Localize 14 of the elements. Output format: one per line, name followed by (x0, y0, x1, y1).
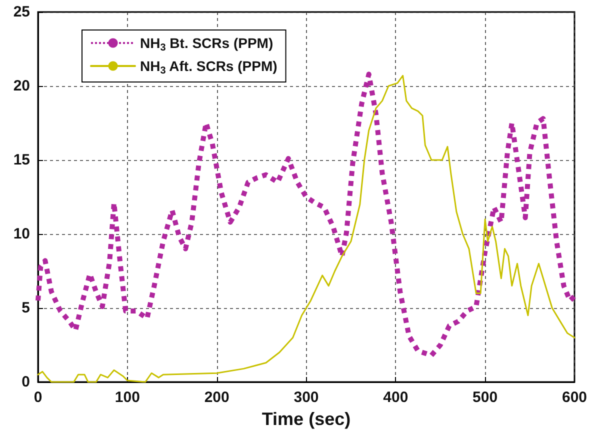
y-tick-label: 5 (22, 300, 30, 316)
x-tick-label: 500 (472, 389, 498, 406)
y-tick-label: 25 (13, 4, 30, 20)
x-tick-label: 400 (383, 389, 408, 406)
x-axis-title: Time (sec) (262, 409, 351, 429)
y-tick-label: 0 (22, 374, 30, 390)
y-tick-label: 15 (13, 152, 30, 168)
y-tick-label: 20 (13, 78, 30, 94)
x-tick-label: 0 (34, 389, 42, 406)
x-tick-label: 300 (294, 389, 319, 406)
x-tick-label: 100 (114, 389, 140, 406)
x-tick-label: 200 (204, 389, 230, 406)
y-tick-label: 10 (13, 226, 30, 242)
x-tick-label: 600 (562, 389, 587, 406)
